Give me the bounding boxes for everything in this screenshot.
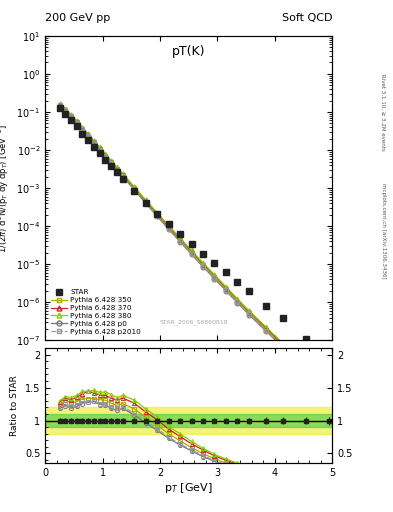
Y-axis label: Ratio to STAR: Ratio to STAR — [10, 375, 19, 436]
Bar — [45, 408, 332, 434]
Text: 200 GeV pp: 200 GeV pp — [45, 13, 110, 23]
Y-axis label: 1/(2$\pi$) d$^2$N/(p$_T$ dy dp$_T$) [GeV$^{-2}$]: 1/(2$\pi$) d$^2$N/(p$_T$ dy dp$_T$) [GeV… — [0, 124, 11, 252]
X-axis label: p$_T$ [GeV]: p$_T$ [GeV] — [164, 481, 213, 495]
Text: Rivet 3.1.10, ≥ 3.2M events: Rivet 3.1.10, ≥ 3.2M events — [381, 74, 386, 151]
Text: mcplots.cern.ch [arXiv:1306.3436]: mcplots.cern.ch [arXiv:1306.3436] — [381, 183, 386, 278]
Bar — [45, 414, 332, 427]
Text: STAR_2006_S6860818: STAR_2006_S6860818 — [160, 319, 229, 325]
Legend: STAR, Pythia 6.428 350, Pythia 6.428 370, Pythia 6.428 380, Pythia 6.428 p0, Pyt: STAR, Pythia 6.428 350, Pythia 6.428 370… — [49, 287, 143, 337]
Text: Soft QCD: Soft QCD — [282, 13, 332, 23]
Text: pT(K): pT(K) — [172, 45, 206, 58]
